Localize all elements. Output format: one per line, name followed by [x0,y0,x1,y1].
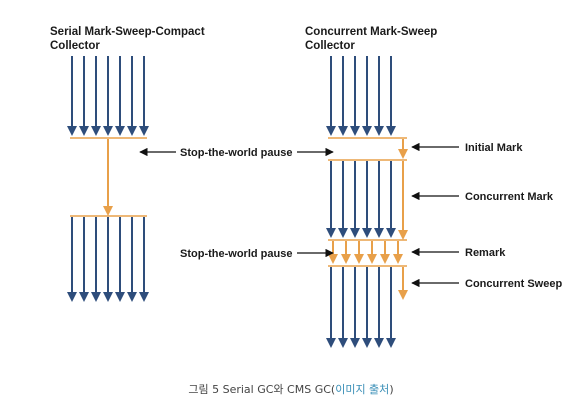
cms-title-line1: Concurrent Mark-Sweep [305,26,437,38]
concurrent-mark-label: Concurrent Mark [465,191,554,203]
stw-pause-label-top: Stop-the-world pause [180,147,292,159]
serial-title-line2: Collector [50,40,100,52]
image-source-link[interactable]: 이미지 출처 [335,383,389,396]
cms-title-line2: Collector [305,40,355,52]
concurrent-sweep-label: Concurrent Sweep [465,278,562,290]
stw-pause-label-bottom: Stop-the-world pause [180,248,292,260]
cms-app-threads-after [331,267,391,346]
cms-app-threads-concurrent-mark [331,161,391,236]
serial-app-threads-after [72,217,144,300]
caption-suffix: ) [389,383,393,396]
initial-mark-label: Initial Mark [465,142,523,154]
remark-label: Remark [465,247,506,259]
serial-app-threads-before [72,56,144,134]
serial-title-line1: Serial Mark-Sweep-Compact [50,26,205,38]
figure-caption: 그림 5 Serial GC와 CMS GC(이미지 출처) [0,381,582,397]
cms-app-threads-before [331,56,391,134]
cms-remark-gc-threads [333,241,398,262]
caption-prefix: 그림 5 Serial GC와 CMS GC( [188,383,335,396]
